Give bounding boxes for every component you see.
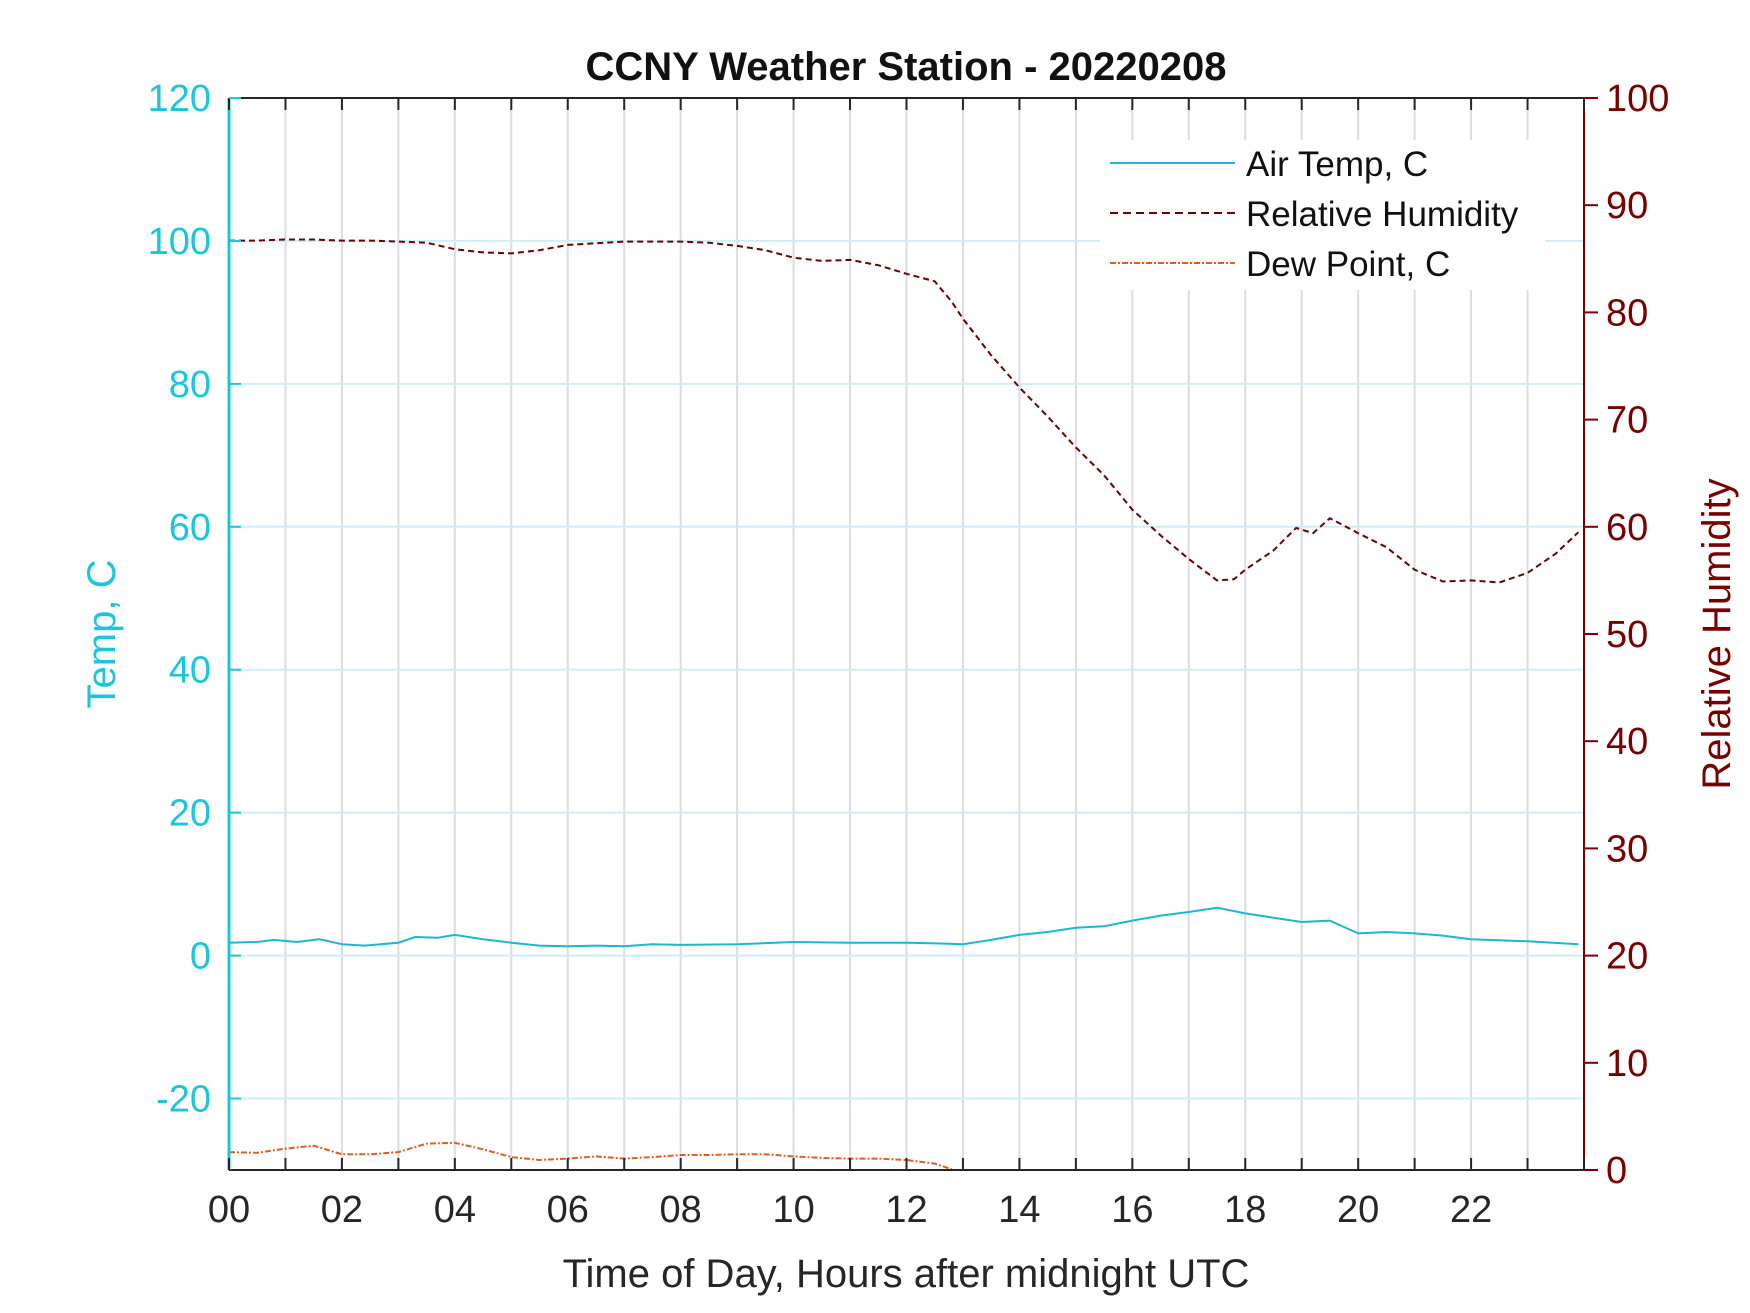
y-right-tick-label: 70 [1606,400,1648,442]
air-temp-line [228,906,1579,948]
x-tick-label: 06 [547,1189,589,1231]
y-right-tick-label: 80 [1606,292,1648,334]
y-right-tick-label: 10 [1606,1043,1648,1085]
legend-box [1100,140,1545,290]
tick-labels: 00 02 04 06 08 10 12 14 16 18 20 22120100806040200-… [148,78,1670,1231]
x-axis-label: Time of Day, Hours after midnight UTC [563,1252,1250,1296]
y-left-tick-label: 0 [190,936,211,978]
y-right-tick-label: 40 [1606,721,1648,763]
y-right-tick-label: 90 [1606,185,1648,227]
legend-label-dew-point: Dew Point, C [1246,245,1450,284]
x-tick-label: 04 [434,1189,476,1231]
y-left-tick-label: 20 [169,793,211,835]
x-tick-label: 00 [208,1189,250,1231]
y-right-tick-label: 0 [1606,1150,1627,1192]
chart-title: CCNY Weather Station - 20220208 [586,45,1227,89]
axes [227,97,1598,1171]
y-right-tick-label: 50 [1606,614,1648,656]
legend-label-relative-humidity: Relative Humidity [1246,195,1519,234]
x-tick-label: 12 [885,1189,927,1231]
x-tick-label: 18 [1224,1189,1266,1231]
y-left-tick-label: 120 [148,78,211,120]
y-left-tick-label: 80 [169,364,211,406]
x-tick-label: 22 [1450,1189,1492,1231]
x-tick-label: 16 [1111,1189,1153,1231]
y-left-tick-label: 40 [169,650,211,692]
y-right-tick-label: 30 [1606,828,1648,870]
y-axis-label-left: Temp, C [80,560,124,709]
legend-label-air-temp: Air Temp, C [1246,145,1428,184]
y-left-tick-label: 100 [148,221,211,263]
legend: Air Temp, C Relative Humidity Dew Point,… [1100,140,1545,290]
x-tick-label: 02 [321,1189,363,1231]
dew-point-line [228,1141,953,1171]
y-left-tick-label: 60 [169,507,211,549]
y-right-tick-label: 100 [1606,78,1669,120]
x-tick-label: 20 [1337,1189,1379,1231]
y-right-tick-label: 20 [1606,936,1648,978]
y-left-tick-label: -20 [156,1079,211,1121]
x-tick-label: 10 [772,1189,814,1231]
y-right-tick-label: 60 [1606,507,1648,549]
x-tick-label: 08 [660,1189,702,1231]
relative-humidity-line [229,238,1580,584]
x-tick-label: 14 [998,1189,1040,1231]
y-axis-label-right: Relative Humidity [1695,478,1739,789]
grid-lines [229,98,1584,1170]
series-lines [228,238,1580,1171]
